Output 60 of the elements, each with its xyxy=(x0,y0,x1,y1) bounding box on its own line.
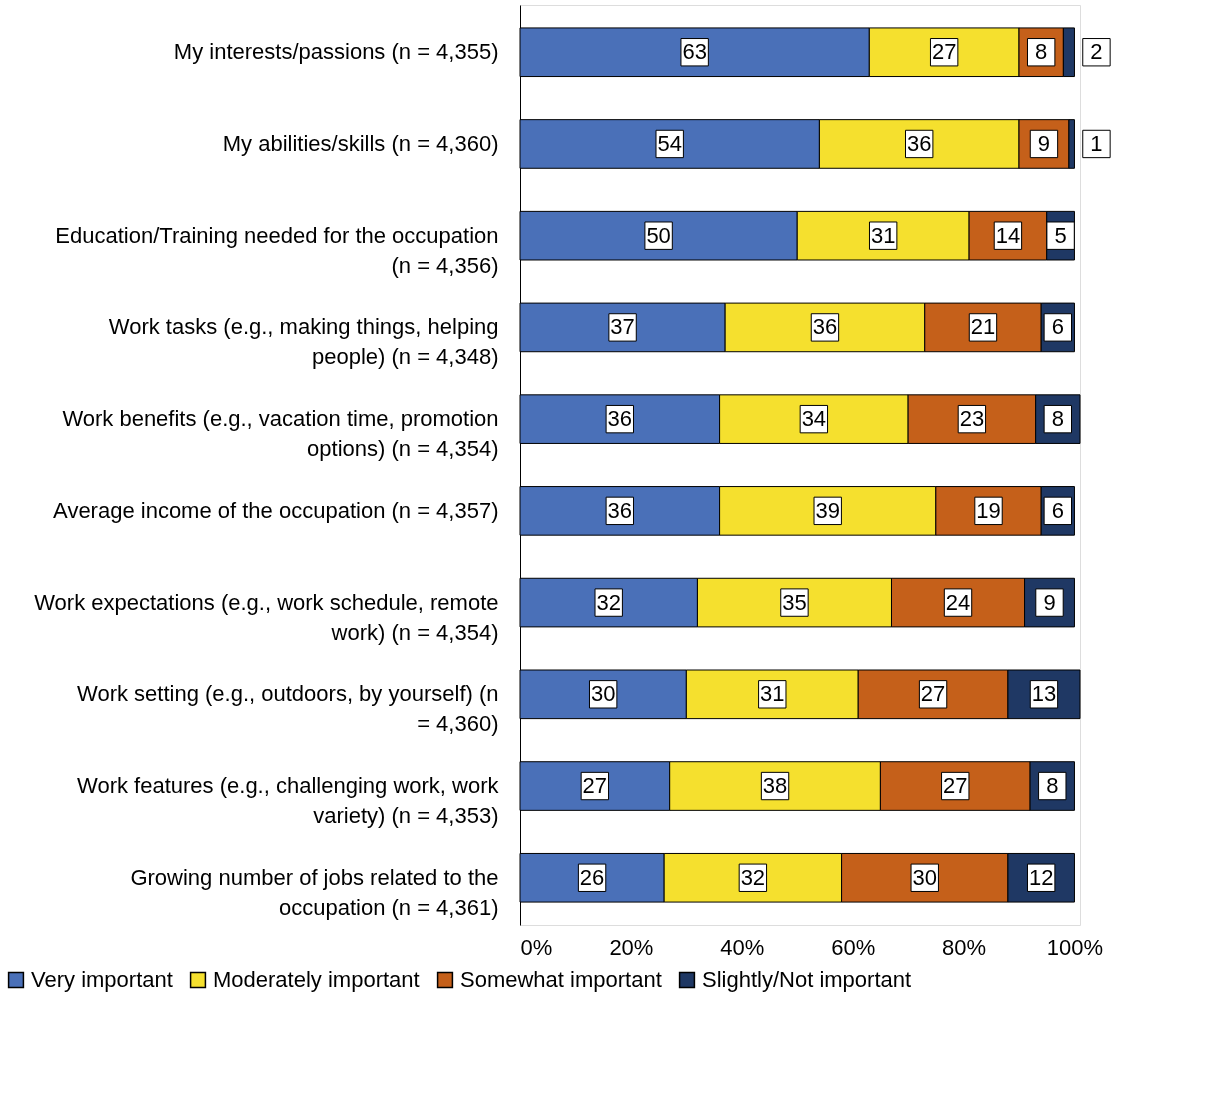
data-label: 27 xyxy=(920,681,946,707)
data-label: 36 xyxy=(607,497,633,523)
legend-label: Very important xyxy=(31,967,173,992)
x-tick-label: 80% xyxy=(942,934,987,960)
data-label: 24 xyxy=(945,589,971,615)
data-label: 1 xyxy=(1090,130,1103,156)
data-label: 6 xyxy=(1051,497,1064,523)
data-label: 6 xyxy=(1051,314,1064,340)
data-label: 2 xyxy=(1090,39,1103,65)
y-tick-label: Average income of the occupation (n = 4,357) xyxy=(53,497,499,523)
data-label: 50 xyxy=(646,222,671,248)
legend-label: Slightly/Not important xyxy=(702,967,912,992)
data-label: 9 xyxy=(1037,130,1051,156)
data-label: 37 xyxy=(610,314,635,340)
data-label: 27 xyxy=(582,773,608,799)
data-label: 32 xyxy=(596,589,621,615)
x-tick-label: 20% xyxy=(609,934,654,960)
y-tick-label: Work expectations (e.g., work schedule, remote work) (n = 4,354) xyxy=(34,589,499,645)
data-label: 5 xyxy=(1054,222,1067,248)
data-label: 39 xyxy=(815,497,840,523)
data-label: 14 xyxy=(995,222,1021,248)
x-tick-label: 40% xyxy=(720,934,765,960)
y-tick-label: Work setting (e.g., outdoors, by yourself) (n = 4,360) xyxy=(77,681,499,737)
data-label: 32 xyxy=(740,864,766,890)
data-label: 30 xyxy=(590,681,616,707)
data-label: 8 xyxy=(1051,406,1064,432)
data-label: 34 xyxy=(801,406,827,432)
data-label: 21 xyxy=(970,314,996,340)
y-tick-label: Work benefits (e.g., vacation time, promotion options) (n = 4,354) xyxy=(62,406,499,462)
data-label: 36 xyxy=(607,406,633,432)
data-label: 8 xyxy=(1035,39,1048,65)
data-label: 9 xyxy=(1043,589,1056,615)
y-tick-label: My abilities/skills (n = 4,360) xyxy=(222,130,499,156)
data-label: 38 xyxy=(762,773,788,799)
y-tick-label: Education/Training needed for the occupation (n = 4,356) xyxy=(55,222,499,278)
data-label: 27 xyxy=(943,773,968,799)
data-label: 13 xyxy=(1031,681,1057,707)
data-label: 36 xyxy=(906,130,932,156)
data-label: 23 xyxy=(959,406,985,432)
data-label: 27 xyxy=(931,39,957,65)
data-label: 30 xyxy=(912,864,937,890)
x-tick-label: 60% xyxy=(831,934,876,960)
data-label: 31 xyxy=(870,222,896,248)
data-label: 63 xyxy=(682,39,707,65)
data-label: 26 xyxy=(579,864,605,890)
y-tick-label: My interests/passions (n = 4,355) xyxy=(173,39,499,65)
y-tick-label: Work tasks (e.g., making things, helping people) (n = 4,348) xyxy=(108,314,499,370)
data-label: 35 xyxy=(782,589,807,615)
x-tick-label: 0% xyxy=(520,934,553,960)
y-tick-label: Work features (e.g., challenging work, work variety) (n = 4,353) xyxy=(77,773,500,829)
y-tick-label: Growing number of jobs related to the occupation (n = 4,361) xyxy=(130,864,499,920)
legend-label: Somewhat important xyxy=(460,967,662,992)
legend-label: Moderately important xyxy=(213,967,420,992)
data-label: 12 xyxy=(1028,864,1054,890)
data-label: 8 xyxy=(1046,773,1059,799)
data-label: 54 xyxy=(657,130,682,156)
data-label: 31 xyxy=(760,681,785,707)
data-label: 36 xyxy=(812,314,838,340)
data-label: 19 xyxy=(976,497,1001,523)
x-tick-label: 100% xyxy=(1046,934,1104,960)
